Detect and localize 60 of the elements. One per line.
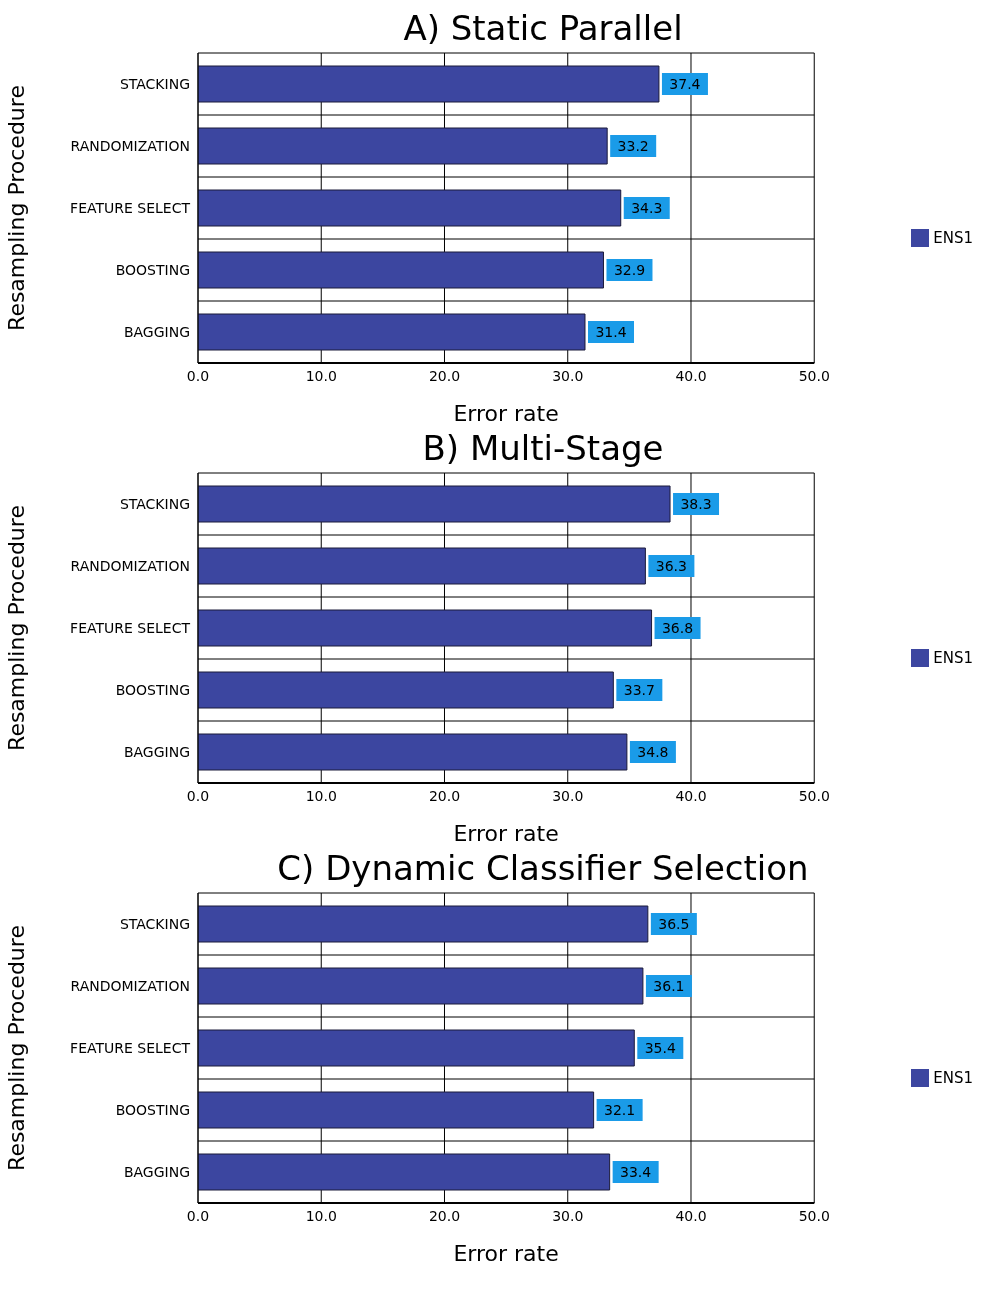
legend-label: ENS1: [933, 648, 973, 667]
data-label: 33.7: [623, 682, 655, 698]
x-tick-label: 10.0: [305, 1207, 337, 1224]
x-tick-label: 50.0: [798, 787, 830, 804]
x-tick-label: 10.0: [305, 787, 337, 804]
chart-title: B) Multi-Stage: [421, 428, 665, 468]
x-tick-label: 20.0: [428, 1207, 461, 1224]
data-label: 32.1: [604, 1102, 636, 1118]
x-tick-label: 50.0: [798, 367, 830, 384]
y-axis-title: Resampling Procedure: [3, 505, 29, 751]
x-tick-label: 20.0: [428, 787, 461, 804]
x-tick-label: 0.0: [186, 1207, 210, 1224]
x-tick-label: 20.0: [428, 367, 461, 384]
data-label: 31.4: [595, 324, 627, 340]
y-tick-label: RANDOMIZATION: [70, 557, 190, 574]
y-tick-label: BAGGING: [123, 743, 190, 760]
data-label: 37.4: [669, 76, 701, 92]
y-tick-label: STACKING: [119, 915, 190, 932]
y-tick-label: RANDOMIZATION: [70, 137, 190, 154]
x-tick-label: 10.0: [305, 367, 337, 384]
chart-title: C) Dynamic Classifier Selection: [276, 848, 810, 888]
x-tick-label: 40.0: [675, 787, 707, 804]
y-tick-label: STACKING: [119, 75, 190, 92]
x-tick-label: 40.0: [675, 367, 707, 384]
y-tick-label: BOOSTING: [115, 261, 190, 278]
data-label: 36.3: [655, 558, 687, 574]
y-tick-label: FEATURE SELECT: [70, 1039, 191, 1056]
y-tick-label: BAGGING: [123, 1163, 190, 1180]
data-label: 32.9: [613, 262, 646, 278]
data-label: 33.2: [617, 138, 649, 154]
x-tick-label: 30.0: [552, 1207, 584, 1224]
y-axis-title: Resampling Procedure: [3, 925, 29, 1171]
x-axis-title: Error rate: [453, 1241, 559, 1266]
data-label: 33.4: [620, 1164, 652, 1180]
y-tick-label: FEATURE SELECT: [70, 199, 191, 216]
x-axis-title: Error rate: [453, 401, 559, 426]
y-axis-title: Resampling Procedure: [3, 85, 29, 331]
x-tick-label: 0.0: [186, 367, 210, 384]
y-tick-label: STACKING: [119, 495, 190, 512]
data-label: 38.3: [680, 496, 712, 512]
data-label: 36.8: [661, 620, 694, 636]
data-label: 36.1: [653, 978, 685, 994]
y-tick-label: FEATURE SELECT: [70, 619, 191, 636]
chart-title: A) Static Parallel: [402, 8, 684, 48]
x-axis-title: Error rate: [453, 821, 559, 846]
x-tick-label: 40.0: [675, 1207, 707, 1224]
x-tick-label: 30.0: [552, 367, 584, 384]
legend-label: ENS1: [933, 1068, 973, 1087]
x-tick-label: 0.0: [186, 787, 210, 804]
data-label: 35.4: [644, 1040, 676, 1056]
x-tick-label: 50.0: [798, 1207, 830, 1224]
data-label: 34.8: [637, 744, 669, 760]
legend-label: ENS1: [933, 228, 973, 247]
y-tick-label: BOOSTING: [115, 681, 190, 698]
data-label: 36.5: [658, 916, 690, 932]
y-tick-label: BAGGING: [123, 323, 190, 340]
y-tick-label: BOOSTING: [115, 1101, 190, 1118]
x-tick-label: 30.0: [552, 787, 584, 804]
data-label: 34.3: [631, 200, 663, 216]
y-tick-label: RANDOMIZATION: [70, 977, 190, 994]
